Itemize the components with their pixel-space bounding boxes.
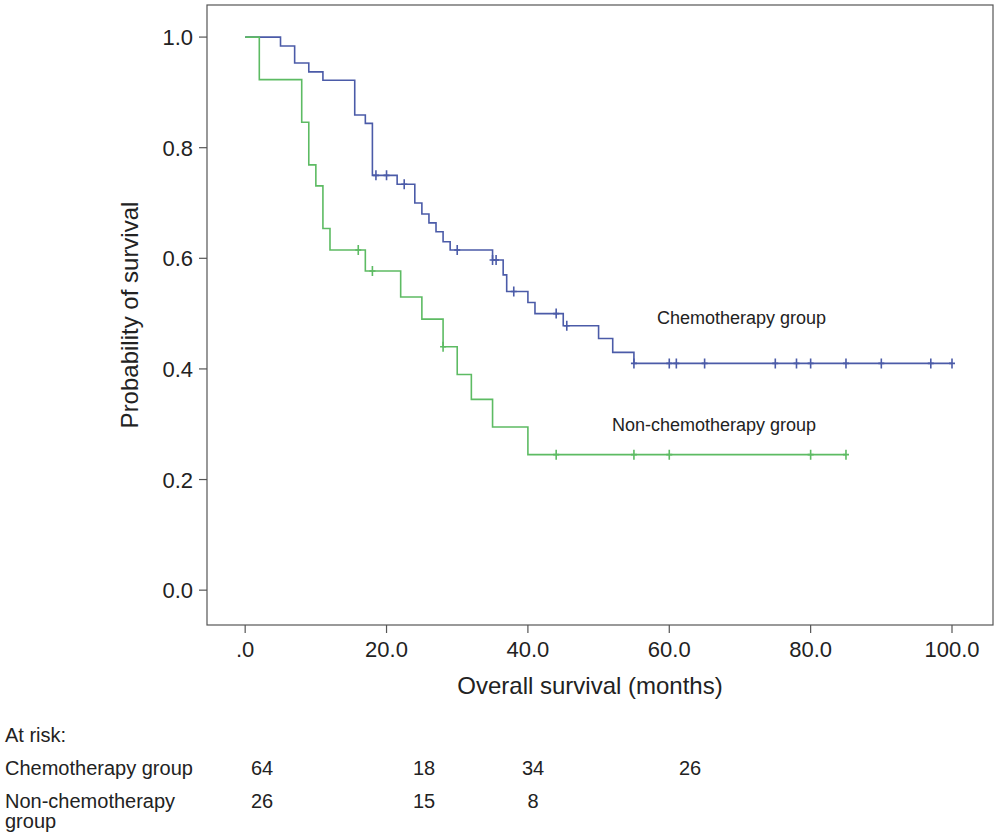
at-risk-count: 64 bbox=[251, 757, 273, 779]
censor-mark bbox=[511, 286, 517, 296]
y-tick bbox=[199, 368, 207, 369]
y-tick-label: 1.0 bbox=[162, 25, 193, 50]
censor-mark bbox=[666, 450, 672, 460]
y-tick bbox=[199, 590, 207, 591]
y-tick bbox=[199, 36, 207, 37]
plot-frame bbox=[207, 5, 993, 625]
at-risk-count: 18 bbox=[413, 757, 435, 779]
y-tick-label: 0.8 bbox=[162, 136, 193, 161]
at-risk-row-label: Non-chemotherapygroup bbox=[5, 790, 175, 832]
x-tick-label: 40.0 bbox=[506, 637, 549, 662]
censor-mark bbox=[808, 358, 814, 368]
x-tick bbox=[810, 625, 811, 633]
censor-mark bbox=[843, 450, 849, 460]
x-tick-label: 20.0 bbox=[365, 637, 408, 662]
censor-mark bbox=[772, 358, 778, 368]
censor-mark bbox=[493, 255, 499, 265]
at-risk-count: 26 bbox=[679, 757, 701, 779]
censor-mark bbox=[553, 450, 559, 460]
at-risk-count: 8 bbox=[527, 790, 538, 812]
y-tick-label: 0.4 bbox=[162, 357, 193, 382]
censor-mark bbox=[794, 358, 800, 368]
y-tick bbox=[199, 147, 207, 148]
survival-curve bbox=[245, 37, 846, 455]
survival-curve bbox=[245, 37, 952, 363]
censor-mark bbox=[454, 245, 460, 255]
y-tick bbox=[199, 479, 207, 480]
censor-mark bbox=[373, 170, 379, 180]
y-axis-title: Probability of survival bbox=[116, 202, 143, 429]
y-tick-label: 0.2 bbox=[162, 468, 193, 493]
at-risk-count: 34 bbox=[522, 757, 544, 779]
censor-mark bbox=[702, 358, 708, 368]
censor-mark bbox=[949, 358, 955, 368]
censor-mark bbox=[631, 358, 637, 368]
x-tick bbox=[951, 625, 952, 633]
y-tick-label: 0.0 bbox=[162, 578, 193, 603]
censor-mark bbox=[878, 358, 884, 368]
x-tick-label: .0 bbox=[236, 637, 254, 662]
censor-mark bbox=[440, 342, 446, 352]
censor-mark bbox=[673, 358, 679, 368]
x-tick bbox=[386, 625, 387, 633]
y-tick bbox=[199, 258, 207, 259]
series-label: Chemotherapy group bbox=[657, 308, 826, 328]
at-risk-count: 15 bbox=[413, 790, 435, 812]
y-tick-label: 0.6 bbox=[162, 246, 193, 271]
censor-mark bbox=[666, 358, 672, 368]
x-tick bbox=[245, 625, 246, 633]
x-tick-label: 60.0 bbox=[648, 637, 691, 662]
censor-mark bbox=[401, 179, 407, 189]
censor-mark bbox=[369, 266, 375, 276]
at-risk-title: At risk: bbox=[5, 724, 66, 746]
x-tick bbox=[527, 625, 528, 633]
censor-mark bbox=[843, 358, 849, 368]
x-axis-title: Overall survival (months) bbox=[457, 672, 722, 699]
censor-mark bbox=[384, 170, 390, 180]
censor-mark bbox=[564, 321, 570, 331]
plot-area bbox=[245, 37, 955, 460]
censor-mark bbox=[355, 245, 361, 255]
censor-mark bbox=[928, 358, 934, 368]
chart: .0 20.0 40.0 60.0 80.0 100.0 0.0 0.2 0.4 0.6 0.8 1.… bbox=[0, 0, 1001, 840]
at-risk-count: 26 bbox=[251, 790, 273, 812]
at-risk-row-label: Chemotherapy group bbox=[5, 757, 193, 779]
censor-mark bbox=[553, 309, 559, 319]
censor-mark bbox=[808, 450, 814, 460]
x-tick-label: 80.0 bbox=[789, 637, 832, 662]
censor-mark bbox=[631, 450, 637, 460]
x-tick-label: 100.0 bbox=[924, 637, 979, 662]
x-tick bbox=[669, 625, 670, 633]
series-label: Non-chemotherapy group bbox=[612, 415, 816, 435]
